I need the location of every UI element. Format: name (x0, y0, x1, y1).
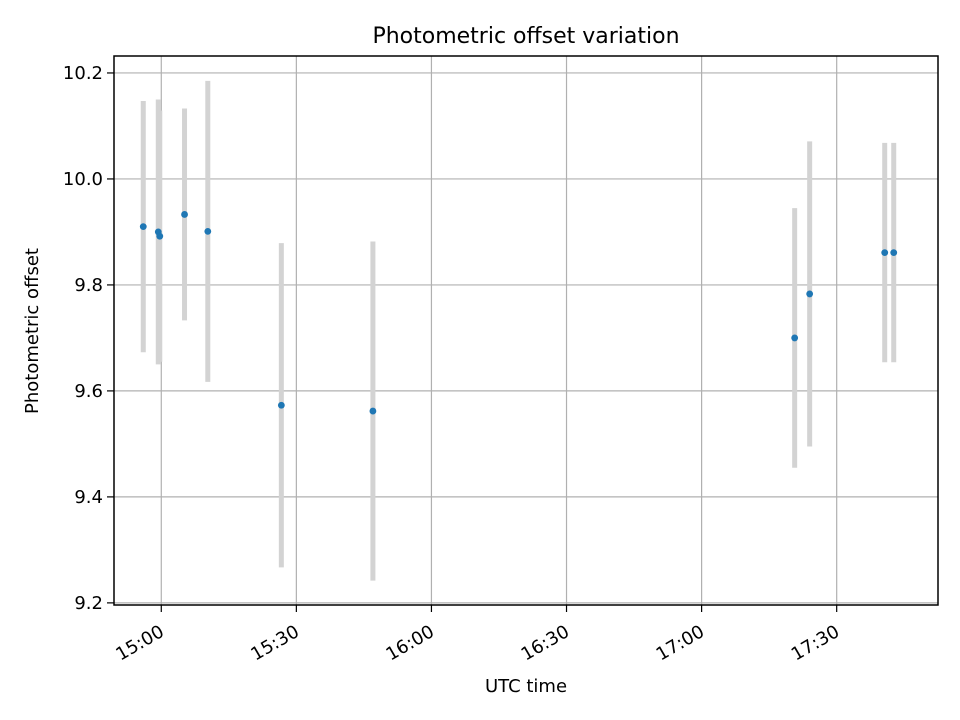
data-point (181, 211, 188, 218)
y-tick-label: 10.2 (63, 63, 103, 84)
y-tick-label: 10.0 (63, 169, 103, 190)
data-point (806, 290, 814, 298)
y-tick-label: 9.6 (74, 381, 103, 402)
plot-area-frame (113, 55, 939, 606)
y-tick-label: 9.8 (74, 275, 103, 296)
x-axis-label: UTC time (485, 676, 567, 697)
data-point (881, 249, 889, 257)
y-tick-label: 9.2 (74, 593, 103, 614)
data-point (890, 249, 898, 257)
chart-title: Photometric offset variation (372, 24, 679, 49)
y-axis: 9.2 9.4 9.6 9.8 10.0 10.2 (63, 63, 114, 614)
data-point (369, 407, 377, 415)
y-tick-label: 9.4 (74, 487, 103, 508)
data-point (791, 334, 799, 342)
plot-area-background (114, 56, 938, 605)
data-point (156, 232, 164, 240)
y-axis-label: Photometric offset (22, 248, 43, 414)
data-point (204, 228, 212, 235)
data-point (277, 401, 285, 409)
data-point (139, 223, 147, 231)
grid (114, 56, 938, 605)
data-points (139, 211, 898, 415)
